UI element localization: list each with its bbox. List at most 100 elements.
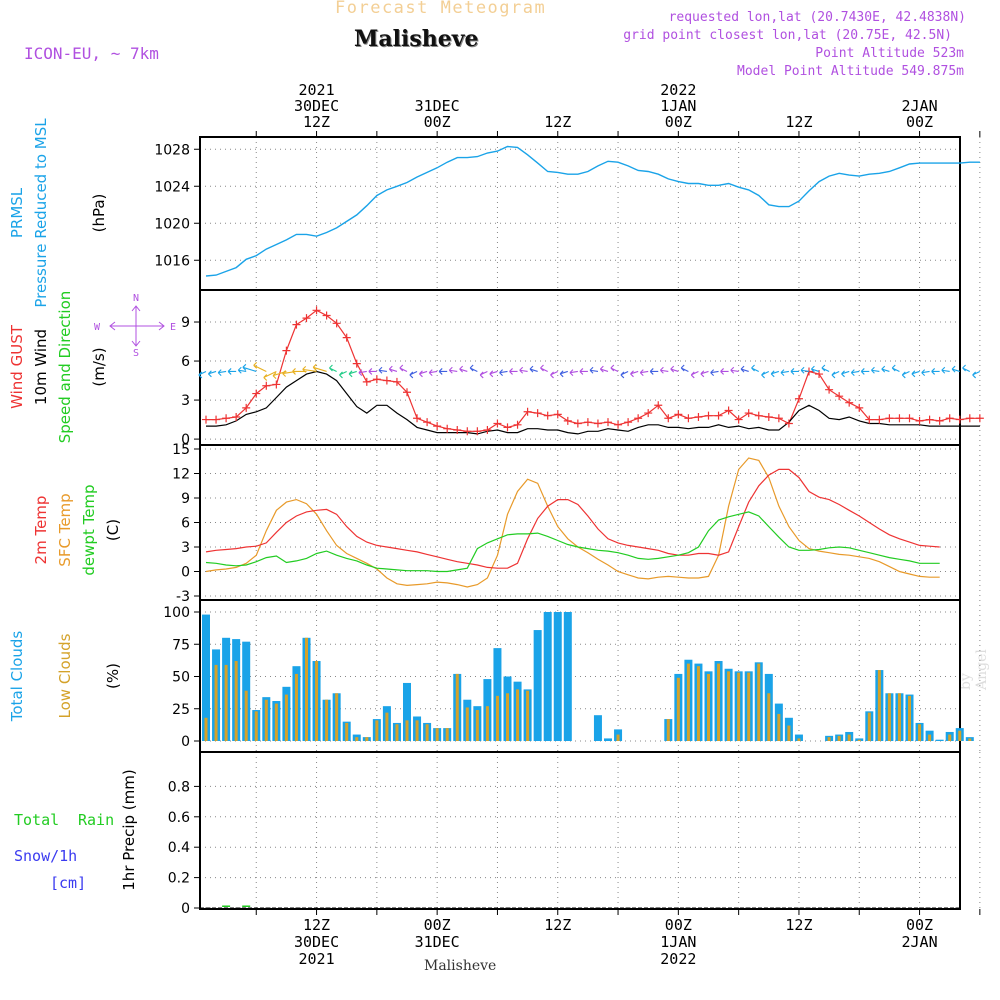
location-title: Malisheve [354,26,479,52]
gust-marker [865,415,874,424]
wind-direction-arrow [800,366,810,374]
wind-direction-arrow [529,365,538,373]
temp-axis-unit: (C) [104,519,122,541]
top-time-label: 12Z [303,113,330,131]
precip-axis-label: 1hr Precip (mm) [120,769,138,890]
gust-marker [664,414,673,423]
y-tick-label: 1028 [154,142,190,158]
y-tick-label: 0 [181,565,190,581]
compass-south: S [133,348,139,359]
y-tick-label: 0 [181,901,190,917]
wind-direction-arrow [761,370,770,379]
total-clouds-bar [593,715,602,741]
low-clouds-bar [887,693,891,741]
total-clouds-bar [202,614,210,741]
wind-direction-arrow [911,370,920,378]
low-clouds-bar [918,724,922,741]
wind-direction-arrow [860,368,870,375]
gust-marker [764,412,773,421]
total-clouds-bar [403,682,411,741]
low-clouds-bar [475,710,479,741]
bottom-time-label: 1JAN [660,933,696,951]
legend-cm: [cm] [50,874,86,892]
gust-marker [382,376,391,385]
low-clouds-bar [234,661,238,741]
low-clouds-bar [958,730,962,741]
wind-direction-arrow [489,370,498,378]
low-clouds-bar [415,720,419,741]
wind-direction-arrow [550,370,558,379]
precip-bar [242,905,251,907]
low-clouds-bar [757,663,761,741]
legend-snow: Snow/1h [14,847,77,865]
top-time-label: 31DEC [415,97,460,115]
compass-north: N [133,293,139,304]
low-clouds-bar [928,734,932,741]
model-label: ICON-EU, ~ 7km [24,44,159,63]
low-clouds-bar [445,728,449,741]
low-clouds-bar [395,724,399,741]
wind-direction-arrow [821,364,830,372]
y-tick-label: 1020 [154,216,190,232]
gust-marker [513,420,522,429]
wind-direction-arrow [253,361,267,372]
gust-marker [352,359,361,368]
bottom-time-label: 2JAN [901,933,937,951]
gust-marker [473,427,482,436]
wind-direction-arrow [263,370,277,381]
low-clouds-bar [204,717,208,741]
low-clouds-bar [666,719,670,741]
low-clouds-bar [696,666,700,741]
gust-marker [433,422,442,431]
wind-direction-arrow [780,369,789,377]
gust-marker [875,415,884,424]
wind-direction-arrow [419,370,428,378]
low-clouds-bar [737,672,741,741]
gust-marker [403,388,411,397]
gust-marker [905,414,914,423]
low-clouds-bar [827,737,831,741]
top-time-label: 2JAN [901,97,937,115]
wind-direction-arrow [630,370,639,378]
gust-marker [955,415,964,424]
low-clouds-bar [727,671,731,741]
grid-point-coords: grid point closest lon,lat (20.75E, 42.5… [623,28,952,43]
gust-marker [634,414,643,423]
compass-east: E [170,322,176,333]
wind-direction-arrow [649,368,659,375]
wind-direction-arrow [428,369,438,377]
gust-marker [975,414,984,423]
low-clouds-bar [968,738,972,741]
top-time-label: 2021 [298,81,334,99]
wind-direction-arrow [901,370,910,379]
gust-marker [443,424,452,433]
gust-marker [573,419,582,428]
low-clouds-bar [485,706,489,741]
top-time-label: 00Z [665,113,692,131]
gust-marker [423,418,432,427]
gust-marker [342,333,351,342]
gust-marker [413,414,422,423]
wind-direction-arrow [399,364,408,372]
footer-location: Malisheve [424,958,497,974]
low-clouds-bar [355,737,359,741]
total-clouds-bar [533,630,542,741]
gust-marker [965,414,974,423]
wind-direction-arrow [700,370,709,378]
wind-direction-arrow [459,365,468,373]
legend-total: Total [14,811,59,829]
gust-marker [212,415,221,424]
y-tick-label: 0.8 [168,779,190,795]
wind-direction-arrow [811,365,820,373]
gust-marker [654,401,663,410]
gust-marker [885,414,894,423]
low-clouds-bar [616,734,620,741]
wind-direction-arrow [227,368,237,375]
gust-marker [704,411,713,420]
wind-direction-arrow [339,370,347,379]
top-time-label: 2022 [660,81,696,99]
top-time-label: 1JAN [660,97,696,115]
wind-direction-arrow [217,369,227,377]
gust-marker [724,406,733,415]
gust-marker [925,415,934,424]
